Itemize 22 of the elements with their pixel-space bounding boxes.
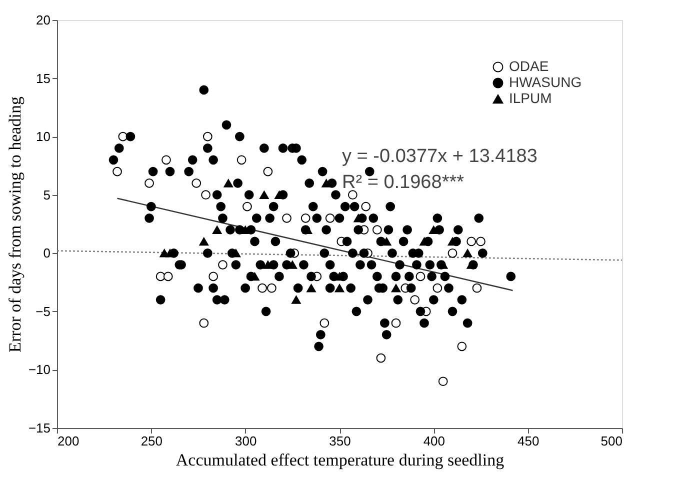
x-tick-label: 200 xyxy=(58,434,80,448)
y-axis-title: Error of days from sowing to heading xyxy=(5,96,24,352)
x-tick-label: 400 xyxy=(423,434,446,448)
y-tick-label: 5 xyxy=(43,187,50,202)
y-tick-label: −5 xyxy=(36,304,50,319)
legend-label: HWASUNG xyxy=(509,74,582,90)
x-axis-title: Accumulated effect temperature during seedling xyxy=(176,450,505,470)
x-tick-label: 350 xyxy=(329,434,351,448)
x-tick-label: 300 xyxy=(234,434,257,448)
y-tick-label: 10 xyxy=(36,129,50,144)
y-tick-label: −10 xyxy=(28,362,50,378)
legend-label: ILPUM xyxy=(509,90,552,106)
x-tick-label: 500 xyxy=(600,434,622,448)
y-tick-label: 15 xyxy=(36,70,50,86)
x-tick-label: 250 xyxy=(140,434,163,448)
y-tick-label: −15 xyxy=(28,420,50,436)
annotation: R² = 0.1968*** xyxy=(342,172,465,193)
y-tick-label: 20 xyxy=(36,12,50,28)
y-tick-label: 0 xyxy=(43,246,50,261)
legend-label: ODAE xyxy=(509,58,549,74)
x-tick-label: 450 xyxy=(517,434,540,448)
annotation: y = -0.0377x + 13.4183 xyxy=(342,146,538,167)
